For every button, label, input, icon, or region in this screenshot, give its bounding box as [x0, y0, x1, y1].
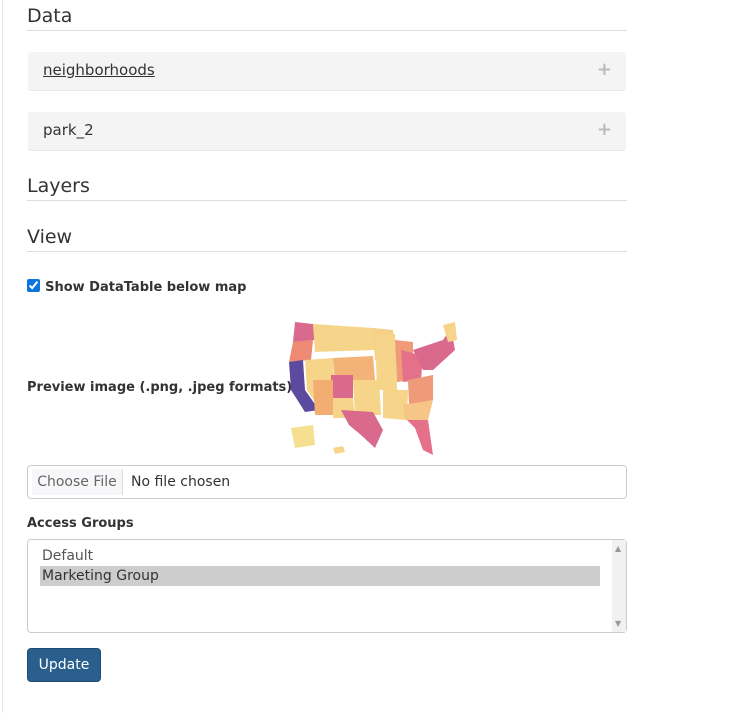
- plus-icon[interactable]: +: [596, 119, 612, 140]
- scrollbar[interactable]: ▲ ▼: [612, 540, 626, 632]
- option-marketing-group[interactable]: Marketing Group: [40, 566, 600, 586]
- left-border: [2, 0, 3, 713]
- plus-icon[interactable]: +: [596, 59, 612, 80]
- option-default[interactable]: Default: [42, 548, 94, 564]
- access-groups-select[interactable]: Default Marketing Group ▲ ▼: [27, 539, 627, 633]
- file-status: No file chosen: [131, 474, 231, 490]
- dataset-link[interactable]: park_2: [43, 121, 94, 139]
- scroll-down-icon[interactable]: ▼: [615, 619, 622, 628]
- show-datatable-label: Show DataTable below map: [45, 280, 247, 295]
- scroll-up-icon[interactable]: ▲: [615, 544, 622, 553]
- update-button[interactable]: Update: [27, 648, 101, 682]
- section-layers-heading: Layers: [27, 175, 627, 201]
- dataset-link[interactable]: neighborhoods: [43, 61, 155, 79]
- section-view-heading: View: [27, 226, 627, 252]
- choose-file-button[interactable]: Choose File: [32, 469, 123, 495]
- show-datatable-row[interactable]: Show DataTable below map: [27, 276, 246, 295]
- file-input[interactable]: Choose File No file chosen: [27, 465, 627, 499]
- access-groups-label: Access Groups: [27, 516, 134, 531]
- section-data-heading: Data: [27, 5, 627, 31]
- dataset-panel-neighborhoods[interactable]: neighborhoods +: [28, 52, 626, 91]
- preview-image-us-map: [289, 322, 457, 455]
- preview-image-label: Preview image (.png, .jpeg formats): [27, 380, 293, 395]
- show-datatable-checkbox[interactable]: [27, 279, 40, 292]
- dataset-panel-park[interactable]: park_2 +: [28, 112, 626, 151]
